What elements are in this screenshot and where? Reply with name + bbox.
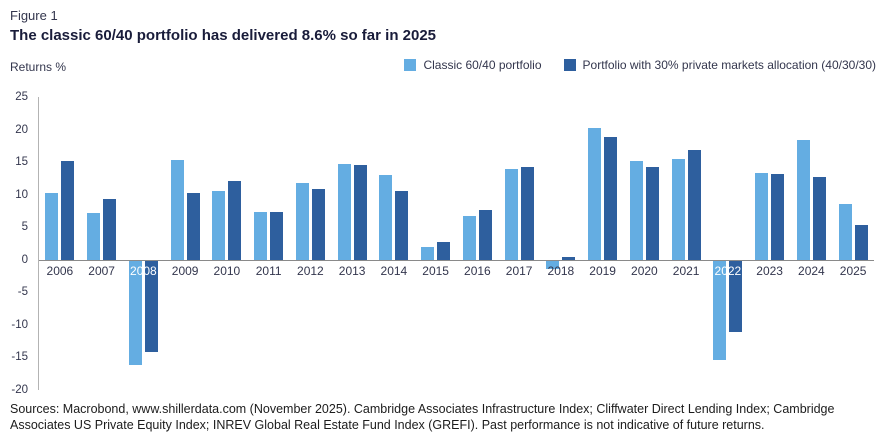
bar-private-2007 <box>103 199 117 260</box>
bar-private-2008 <box>144 260 158 352</box>
legend-swatch-icon <box>404 59 417 71</box>
source-note: Sources: Macrobond, www.shillerdata.com … <box>10 402 835 432</box>
chart-title: The classic 60/40 portfolio has delivere… <box>10 27 437 44</box>
bar-classic-2018 <box>546 260 560 270</box>
bar-classic-2016 <box>462 215 476 260</box>
bar-classic-2025 <box>838 203 852 260</box>
bar-private-2016 <box>478 210 492 260</box>
x-tick-label-2020: 2020 <box>631 263 658 278</box>
bar-private-2023 <box>771 174 785 260</box>
x-tick-label-2011: 2011 <box>255 263 282 278</box>
bar-classic-2022 <box>713 260 727 360</box>
x-tick-label-2015: 2015 <box>422 263 449 278</box>
bar-classic-2007 <box>87 212 101 260</box>
bar-private-2010 <box>228 180 242 260</box>
x-tick-label-2009: 2009 <box>171 263 199 278</box>
y-tick-label: 15 <box>15 156 28 169</box>
x-tick-label-2017: 2017 <box>505 263 533 278</box>
bar-classic-2023 <box>755 173 769 260</box>
x-tick-label-2008: 2008 <box>130 263 157 278</box>
legend-item-1: Portfolio with 30% private markets alloc… <box>563 58 876 72</box>
bar-classic-2021 <box>671 158 685 260</box>
y-tick-label: -10 <box>11 318 28 331</box>
bar-private-2013 <box>353 164 367 260</box>
bar-private-2019 <box>604 136 618 260</box>
bar-classic-2006 <box>45 193 59 260</box>
y-tick-label: 5 <box>21 221 28 234</box>
x-tick-label-2019: 2019 <box>589 263 616 278</box>
x-tick-label-2025: 2025 <box>839 263 867 278</box>
y-tick-label: 20 <box>15 123 28 136</box>
chart-legend: Classic 60/40 portfolio Portfolio with 30… <box>404 58 876 72</box>
bar-classic-2008 <box>128 260 142 365</box>
x-tick-label-2013: 2013 <box>338 263 366 278</box>
x-tick-label-2023: 2023 <box>756 263 783 278</box>
bar-classic-2014 <box>379 175 393 260</box>
legend-label: Classic 60/40 portfolio <box>423 58 542 72</box>
x-tick-label-2007: 2007 <box>88 263 115 278</box>
x-tick-label-2016: 2016 <box>464 263 491 278</box>
x-tick-label-2021: 2021 <box>672 263 700 278</box>
bar-classic-2024 <box>796 139 810 260</box>
x-tick-label-2014: 2014 <box>380 263 408 278</box>
chart-plot: 2006 2007 2008 2009 2010 2011 2012 2013 2014 2015… <box>38 97 874 390</box>
bar-private-2021 <box>687 149 701 260</box>
legend-label: Portfolio with 30% private markets alloc… <box>582 58 876 72</box>
bar-private-2022 <box>729 260 743 332</box>
y-tick-label: -20 <box>11 384 28 396</box>
y-tick-label: -5 <box>17 286 28 299</box>
bar-classic-2009 <box>170 160 184 260</box>
legend-item-0: Classic 60/40 portfolio <box>404 58 542 72</box>
bar-classic-2013 <box>337 164 351 260</box>
x-tick-label-2022: 2022 <box>714 263 742 278</box>
y-tick-label: -15 <box>11 351 28 364</box>
legend-swatch-icon <box>563 59 576 71</box>
y-tick-label: 10 <box>15 188 28 201</box>
zero-baseline <box>39 259 874 261</box>
bar-classic-2011 <box>254 212 268 260</box>
plot-area: 2006 2007 2008 2009 2010 2011 2012 2013 2014 2015… <box>38 97 874 390</box>
x-tick-label-2018: 2018 <box>547 263 575 278</box>
bar-classic-2019 <box>588 128 602 260</box>
bar-private-2024 <box>812 177 826 260</box>
bar-private-2006 <box>61 160 75 260</box>
x-tick-label-2012: 2012 <box>297 263 324 278</box>
bar-classic-2017 <box>504 169 518 260</box>
x-tick-label-2024: 2024 <box>798 263 825 278</box>
bar-classic-2012 <box>295 182 309 260</box>
bar-classic-2015 <box>421 247 435 260</box>
bar-private-2009 <box>186 192 200 260</box>
bar-classic-2010 <box>212 190 226 260</box>
bar-private-2020 <box>645 167 659 260</box>
bar-private-2017 <box>520 166 534 260</box>
bar-private-2025 <box>854 225 868 260</box>
x-tick-label-2006: 2006 <box>46 263 74 278</box>
y-tick-label: 25 <box>15 91 28 103</box>
y-tick-label: 0 <box>21 253 28 266</box>
bar-private-2018 <box>562 256 576 260</box>
bar-private-2012 <box>311 188 325 260</box>
bar-classic-2020 <box>629 161 643 260</box>
y-axis-unit-label: Returns % <box>10 60 67 74</box>
bar-private-2011 <box>270 211 284 260</box>
y-axis: 25 20 15 10 5 0 -5 -10 -15 -20 <box>0 0 34 439</box>
bar-private-2014 <box>395 191 409 260</box>
figure-label: Figure 1 <box>10 8 58 23</box>
x-tick-label-2010: 2010 <box>213 263 241 278</box>
bar-private-2015 <box>437 242 451 260</box>
